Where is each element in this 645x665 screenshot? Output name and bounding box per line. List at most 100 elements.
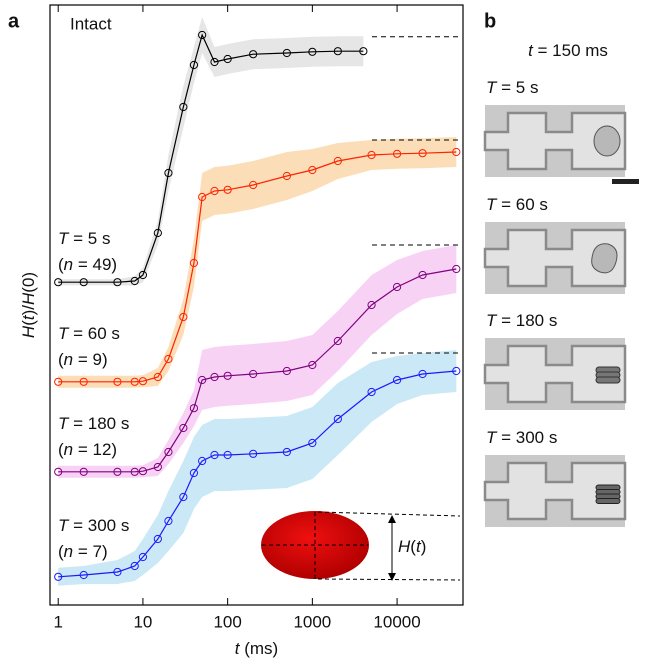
data-point [452, 147, 461, 157]
image-label: T = 180 s [486, 311, 557, 330]
data-point [153, 228, 162, 238]
data-point [189, 468, 199, 478]
data-point [223, 185, 232, 194]
data-point [130, 276, 139, 286]
x-tick-label: 1 [53, 612, 62, 631]
data-point [308, 438, 317, 448]
panel-label: a [8, 10, 20, 32]
data-point [189, 258, 199, 268]
data-point [79, 278, 88, 287]
data-point [210, 450, 219, 460]
series-label: T = 5 s [58, 229, 110, 248]
x-tick-label: 10 [133, 612, 152, 631]
data-point [54, 467, 63, 476]
data-point [198, 456, 207, 466]
data-point [249, 449, 258, 458]
data-point [392, 282, 402, 292]
data-point [367, 150, 376, 160]
data-point [189, 404, 199, 413]
data-point [198, 30, 207, 40]
data-point [210, 372, 219, 382]
cell [595, 498, 621, 504]
scale-bar [612, 179, 639, 184]
data-point [153, 534, 162, 544]
series-label: T = 60 s [58, 324, 120, 343]
series-count: (n = 49) [58, 255, 117, 274]
data-point [223, 54, 232, 64]
data-point [367, 300, 376, 310]
data-point [54, 377, 63, 386]
image-label: T = 5 s [486, 78, 538, 97]
data-point [210, 186, 219, 196]
data-point [189, 60, 199, 70]
error-band [58, 350, 457, 586]
data-point [179, 423, 188, 433]
data-point [138, 377, 148, 386]
x-tick-label: 100 [213, 612, 241, 631]
image-label: T = 60 s [486, 195, 548, 214]
fit-line [58, 370, 457, 578]
panel-a: a Intact 1 10 100 1000 10000 t (ms) H(t)/H(0) H… [8, 4, 464, 658]
data-point [79, 467, 88, 476]
data-point [333, 336, 342, 346]
channel [483, 228, 627, 288]
data-point [418, 369, 427, 379]
data-point [333, 156, 342, 166]
data-point [308, 47, 317, 56]
data-point [164, 516, 173, 526]
data-point [308, 360, 317, 370]
data-point [198, 375, 207, 385]
data-point [79, 570, 88, 580]
data-point [249, 180, 258, 190]
data-point [198, 192, 207, 202]
x-axis-label: t (ms) [235, 639, 278, 658]
micrograph [483, 105, 627, 177]
data-point [179, 492, 188, 502]
channel [483, 111, 627, 171]
data-point [54, 572, 63, 581]
cell [591, 243, 618, 274]
y-axis-label: H(t)/H(0) [19, 272, 38, 338]
data-point [333, 47, 342, 56]
data-point [418, 149, 427, 158]
annotation: Intact [70, 14, 112, 33]
data-point [308, 165, 317, 175]
data-point [153, 462, 162, 472]
data-point [452, 366, 461, 376]
data-point [249, 50, 258, 59]
fit-line [58, 268, 457, 473]
data-point [282, 366, 291, 376]
data-point [138, 467, 148, 476]
data-point [333, 414, 342, 424]
x-tick-label: 1000 [293, 612, 331, 631]
data-point [179, 312, 188, 322]
fit-line [58, 151, 457, 383]
time-label: t = 150 ms [528, 41, 608, 60]
channel [483, 344, 627, 404]
data-point [164, 354, 173, 364]
data-point [54, 278, 63, 287]
data-point [130, 467, 139, 476]
error-band [58, 245, 457, 478]
series-count: (n = 7) [58, 542, 108, 561]
guide [317, 578, 461, 581]
x-tick-label: 10000 [373, 612, 420, 631]
data-point [138, 270, 148, 280]
series-label: T = 300 s [58, 516, 129, 535]
micrograph [483, 222, 627, 294]
data-point [282, 48, 291, 58]
data-point [249, 369, 258, 379]
cell [595, 376, 621, 384]
series-label: T = 180 s [58, 414, 129, 433]
image-label: T = 300 s [486, 428, 557, 447]
data-point [282, 171, 291, 181]
plot-frame [49, 4, 464, 606]
data-point [130, 561, 139, 571]
series-count: (n = 9) [58, 350, 108, 369]
error-band [58, 137, 457, 388]
guide [317, 511, 461, 517]
data-point [113, 377, 122, 386]
data-point [179, 102, 188, 112]
data-point [418, 270, 427, 280]
